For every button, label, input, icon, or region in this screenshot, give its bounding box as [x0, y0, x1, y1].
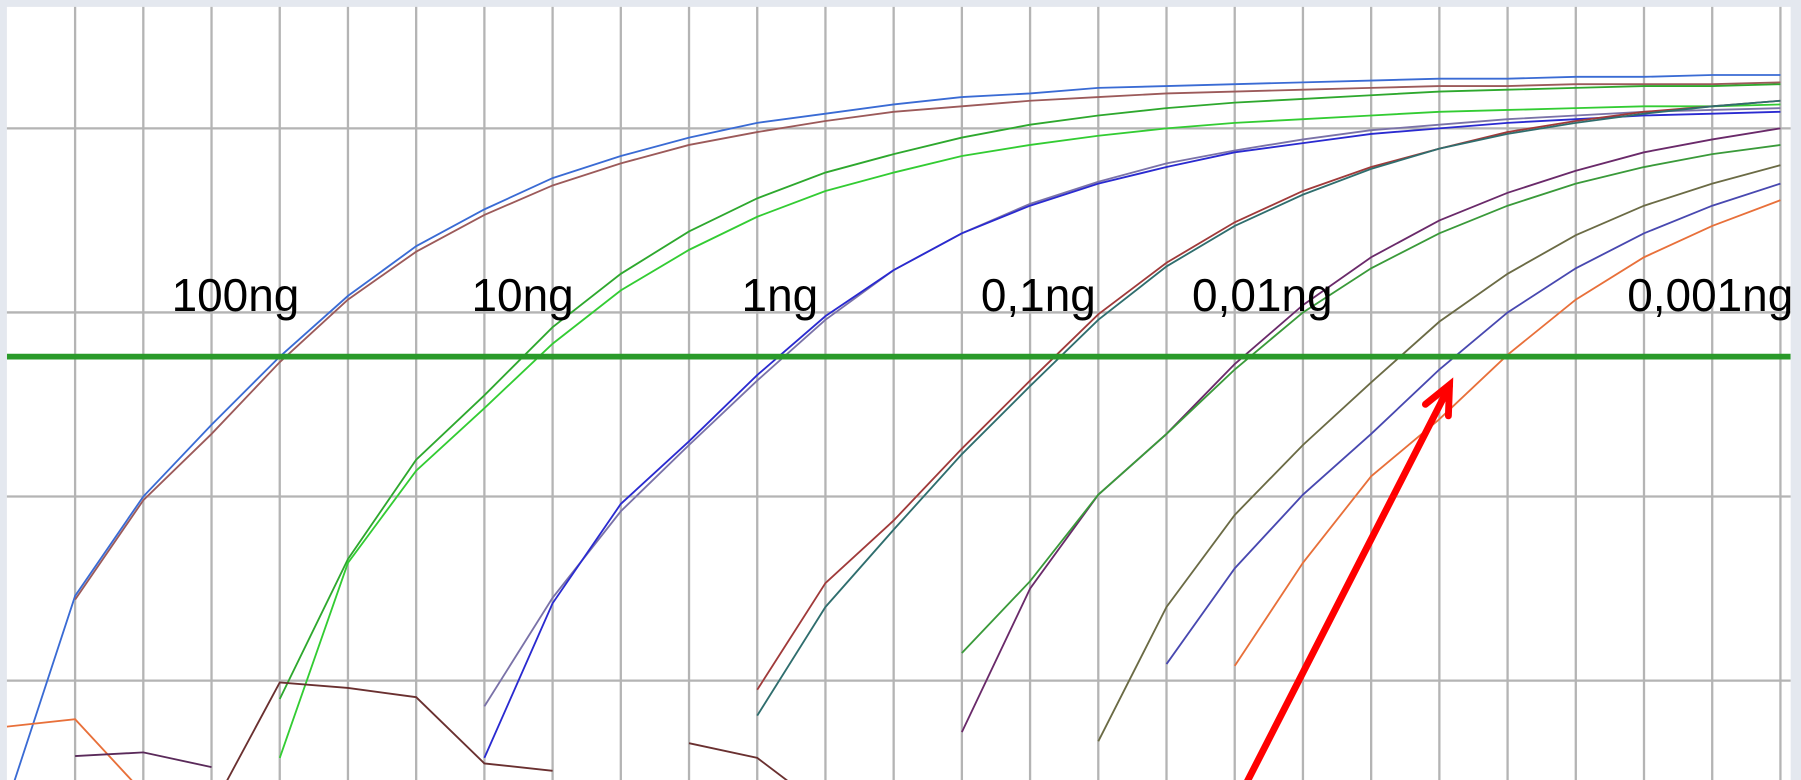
arrow-head: [1421, 377, 1454, 420]
curve: [278, 83, 1781, 700]
curves: [6, 74, 1791, 780]
curve: [74, 81, 1781, 601]
curve: [688, 742, 788, 780]
curve: [756, 99, 1781, 691]
curve: [483, 110, 1781, 759]
arrow: [1244, 377, 1454, 780]
curve: [226, 681, 553, 780]
curve: [1097, 164, 1781, 742]
curve: [756, 99, 1781, 717]
curve: [75, 751, 212, 769]
annotations: 100ng 10ng 1ng 0,1ng 0,01ng 0,001ng: [172, 269, 1794, 321]
annotation: 100ng: [172, 269, 300, 321]
annotation: 0,1ng: [981, 269, 1096, 321]
curve: [6, 718, 133, 780]
curve: [961, 144, 1781, 654]
curve: [1165, 182, 1781, 665]
annotation: 1ng: [742, 269, 819, 321]
annotation: 10ng: [472, 269, 574, 321]
curve: [13, 74, 1781, 780]
annotation: 0,001ng: [1627, 269, 1793, 321]
curve: [483, 107, 1781, 707]
curve: [278, 103, 1781, 759]
grid: [6, 6, 1791, 780]
arrow-shaft: [1244, 382, 1453, 780]
annotation: 0,01ng: [1192, 269, 1333, 321]
